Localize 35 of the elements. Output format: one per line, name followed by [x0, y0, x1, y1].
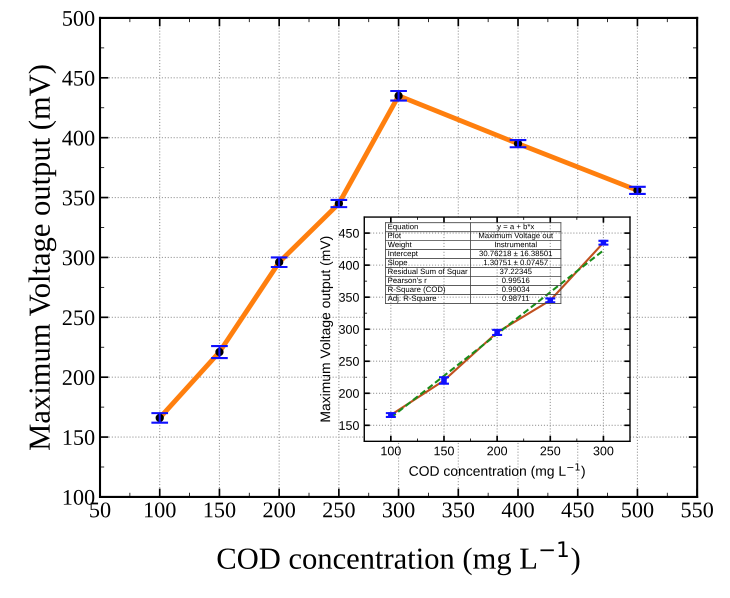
y-tick-label: 150	[64, 430, 94, 445]
x-tick-label: 50	[90, 502, 110, 518]
y-tick-label: 250	[62, 310, 94, 326]
x-tick-label: 550	[682, 502, 713, 518]
x-axis-title: COD concentration (mg L$^{−1}$)	[218, 541, 580, 576]
y-tick-label: 300	[339, 325, 359, 334]
y-tick-label: 200	[62, 370, 94, 386]
y-tick-label: 400	[62, 130, 94, 146]
y-axis-title: Maximum Voltage output (mV)	[320, 236, 333, 422]
x-tick-label: 350	[442, 502, 474, 518]
x-tick-label: 300	[593, 446, 614, 456]
y-tick-label: 150	[340, 421, 359, 430]
y-tick-label: 350	[62, 190, 94, 206]
x-tick-label: 450	[561, 502, 594, 518]
x-tick-label: 150	[434, 446, 454, 456]
y-tick-label: 250	[339, 357, 359, 366]
x-tick-label: 250	[540, 446, 560, 456]
y-axis-title: Maximum Voltage output (mV)	[28, 65, 56, 450]
y-tick-label: 100	[64, 490, 94, 505]
y-tick-label: 200	[339, 389, 359, 398]
x-tick-label: 150	[204, 502, 236, 518]
x-tick-label: 100	[381, 446, 401, 456]
y-tick-label: 400	[338, 260, 359, 270]
x-tick-label: 200	[487, 446, 508, 456]
y-tick-label: 500	[63, 10, 94, 26]
x-tick-label: 200	[263, 502, 295, 518]
y-tick-label: 350	[339, 292, 359, 302]
x-tick-label: 300	[382, 502, 414, 518]
y-tick-label: 450	[62, 70, 94, 86]
x-tick-label: 500	[622, 502, 654, 518]
x-tick-label: 400	[502, 502, 534, 518]
y-tick-label: 300	[62, 250, 94, 266]
x-axis-title: COD concentration (mg L$^{−1}$)	[409, 463, 585, 479]
y-tick-label: 450	[338, 228, 359, 238]
x-tick-label: 100	[145, 502, 176, 518]
